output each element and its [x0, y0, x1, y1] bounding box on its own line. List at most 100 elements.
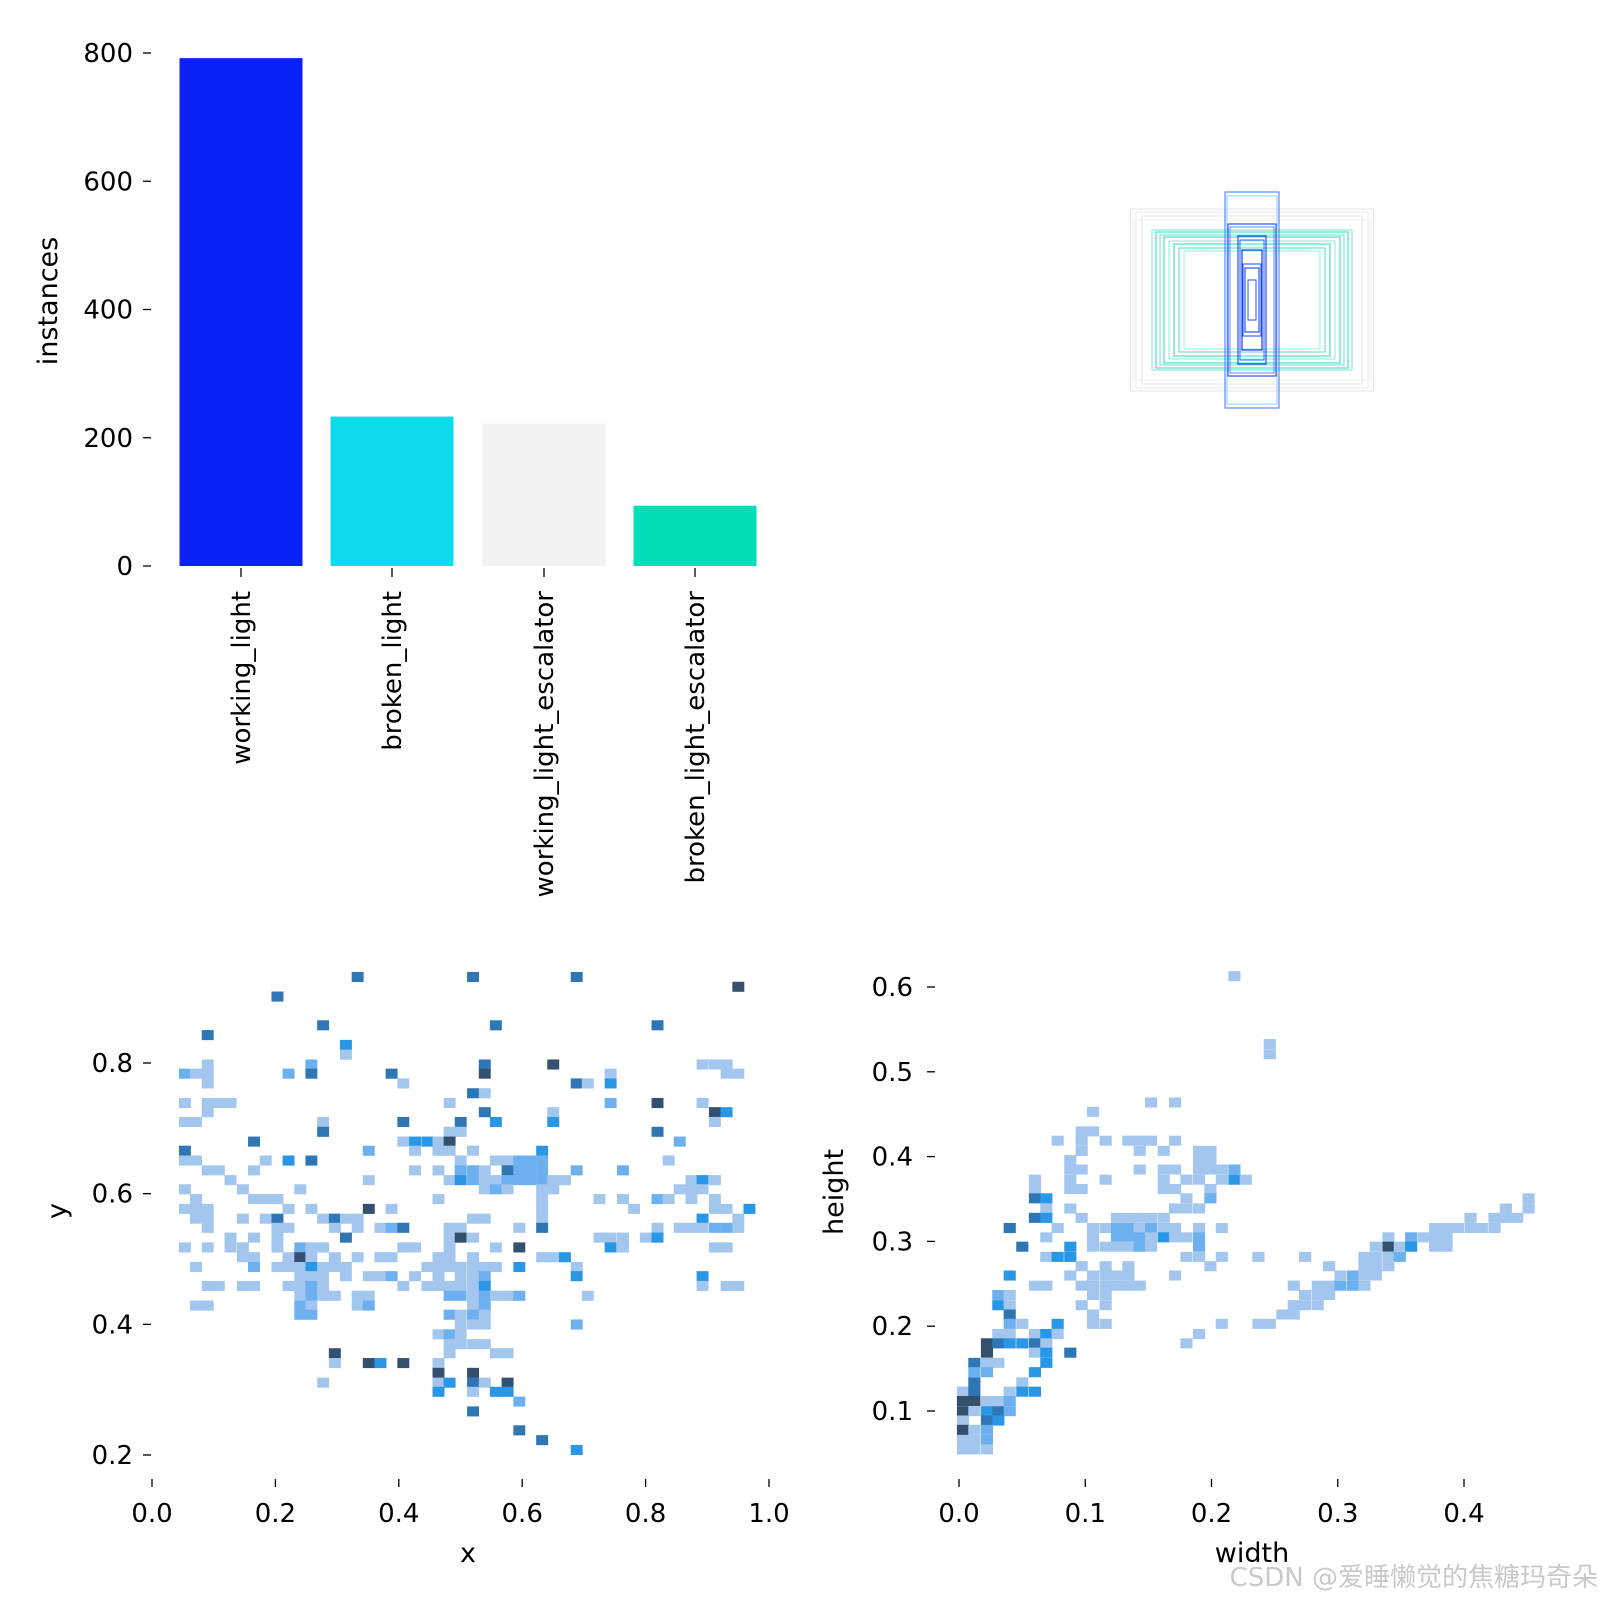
heatmap-cell — [1287, 1300, 1300, 1311]
heatmap-cell — [980, 1347, 994, 1358]
heatmap-cell — [190, 1116, 202, 1128]
heatmap-cell — [271, 1242, 284, 1253]
bounding-box-overlay-plot — [1129, 191, 1375, 409]
heatmap-cell — [1193, 1232, 1206, 1243]
heatmap-cell — [1003, 1309, 1016, 1320]
heatmap-cell — [1157, 1212, 1170, 1223]
heatmap-cell — [1075, 1261, 1088, 1272]
heatmap-cell — [443, 1126, 456, 1137]
heatmap-cell — [1040, 1357, 1053, 1368]
heatmap-cell — [617, 1165, 629, 1176]
heatmap-cell — [1003, 1406, 1016, 1417]
heatmap-cell — [443, 1252, 456, 1263]
heatmap-cell — [443, 1222, 456, 1233]
x-tick-label: 0.4 — [378, 1499, 419, 1529]
heatmap-cell — [1193, 1164, 1206, 1175]
heatmap-cell — [673, 1222, 686, 1233]
heatmap-cell — [1086, 1318, 1100, 1329]
heatmap-cell — [639, 1232, 652, 1243]
heatmap-cell — [328, 1261, 341, 1273]
heatmap-cell — [1193, 1145, 1206, 1156]
heatmap-cell — [1405, 1232, 1418, 1243]
heatmap-cell — [432, 1145, 445, 1156]
heatmap-cell — [397, 1136, 410, 1147]
heatmap-cell — [294, 1184, 307, 1195]
heatmap-cell — [593, 1194, 606, 1205]
heatmap-cell — [1099, 1280, 1112, 1291]
heatmap-cell — [421, 1261, 434, 1273]
heatmap-cell — [1157, 1174, 1170, 1185]
heatmap-cell — [1157, 1222, 1170, 1234]
heatmap-cell — [317, 1116, 330, 1128]
heatmap-cell — [1347, 1280, 1360, 1291]
heatmap-cell — [980, 1434, 994, 1446]
heatmap-cell — [409, 1242, 422, 1253]
heatmap-cell — [374, 1252, 387, 1263]
heatmap-cell — [190, 1155, 202, 1166]
heatmap-cell — [351, 971, 364, 982]
heatmap-cell — [1382, 1261, 1395, 1272]
heatmap-cell — [362, 1203, 375, 1214]
heatmap-cell — [501, 1155, 514, 1166]
heatmap-cell — [992, 1415, 1005, 1426]
heatmap-cell — [271, 1222, 284, 1233]
heatmap-cell — [432, 1280, 445, 1292]
heatmap-cell — [513, 1175, 526, 1186]
heatmap-cell — [432, 1261, 445, 1273]
heatmap-cell — [478, 1059, 491, 1070]
heatmap-cell — [236, 1213, 249, 1224]
heatmap-cell — [478, 1280, 491, 1292]
heatmap-cell — [305, 1252, 318, 1263]
heatmap-cell — [1334, 1280, 1347, 1291]
heatmap-cell — [732, 1213, 745, 1224]
heatmap-cell — [1369, 1270, 1382, 1281]
heatmap-cell — [1499, 1203, 1512, 1214]
heatmap-cell — [559, 1252, 571, 1263]
heatmap-cell — [1180, 1232, 1193, 1243]
heatmap-cell — [478, 1309, 491, 1320]
heatmap-cell — [443, 1309, 456, 1320]
heatmap-cell — [1358, 1280, 1371, 1291]
heatmap-cell — [190, 1300, 202, 1311]
heatmap-cell — [248, 1261, 260, 1273]
heatmap-cell — [1099, 1300, 1112, 1311]
heatmap-cell — [385, 1222, 398, 1233]
heatmap-cell — [454, 1116, 467, 1128]
bbox-outline — [1155, 231, 1349, 369]
heatmap-cell — [1051, 1222, 1064, 1234]
x-tick-label: 0.3 — [1317, 1499, 1358, 1529]
heatmap-cell — [421, 1280, 434, 1292]
heatmap-cell — [732, 1222, 745, 1233]
heatmap-cell — [1028, 1328, 1042, 1340]
heatmap-cell — [673, 1136, 686, 1147]
heatmap-cell — [1429, 1222, 1442, 1234]
heatmap-cell — [305, 1261, 318, 1273]
bbox-outline — [1141, 215, 1363, 385]
heatmap-cell — [1440, 1232, 1453, 1243]
heatmap-cell — [501, 1290, 514, 1301]
heatmap-cell — [1040, 1328, 1053, 1340]
heatmap-cell — [1311, 1289, 1324, 1301]
heatmap-cell — [236, 1280, 249, 1292]
heatmap-cell — [1215, 1251, 1228, 1262]
heatmap-cell — [968, 1434, 981, 1446]
heatmap-cell — [351, 1290, 364, 1301]
heatmap-cell — [536, 1155, 549, 1166]
heatmap-cell — [489, 1184, 502, 1195]
heatmap-cell — [1145, 1097, 1158, 1108]
heatmap-cell — [980, 1395, 994, 1407]
heatmap-cell — [536, 1184, 549, 1195]
heatmap-cell — [224, 1175, 237, 1186]
heatmap-cell — [339, 1271, 352, 1282]
heatmap-cell — [1499, 1212, 1512, 1223]
heatmap-cell — [248, 1165, 260, 1176]
heatmap-cell — [1488, 1212, 1501, 1223]
heatmap-cell — [467, 1367, 480, 1378]
bbox-outline — [1159, 234, 1345, 366]
heatmap-cell — [305, 1068, 318, 1079]
heatmap-cell — [248, 1194, 260, 1205]
heatmap-cell — [570, 1319, 583, 1330]
heatmap-cell — [617, 1194, 629, 1205]
heatmap-cell — [317, 1126, 330, 1137]
heatmap-cell — [478, 1175, 491, 1186]
